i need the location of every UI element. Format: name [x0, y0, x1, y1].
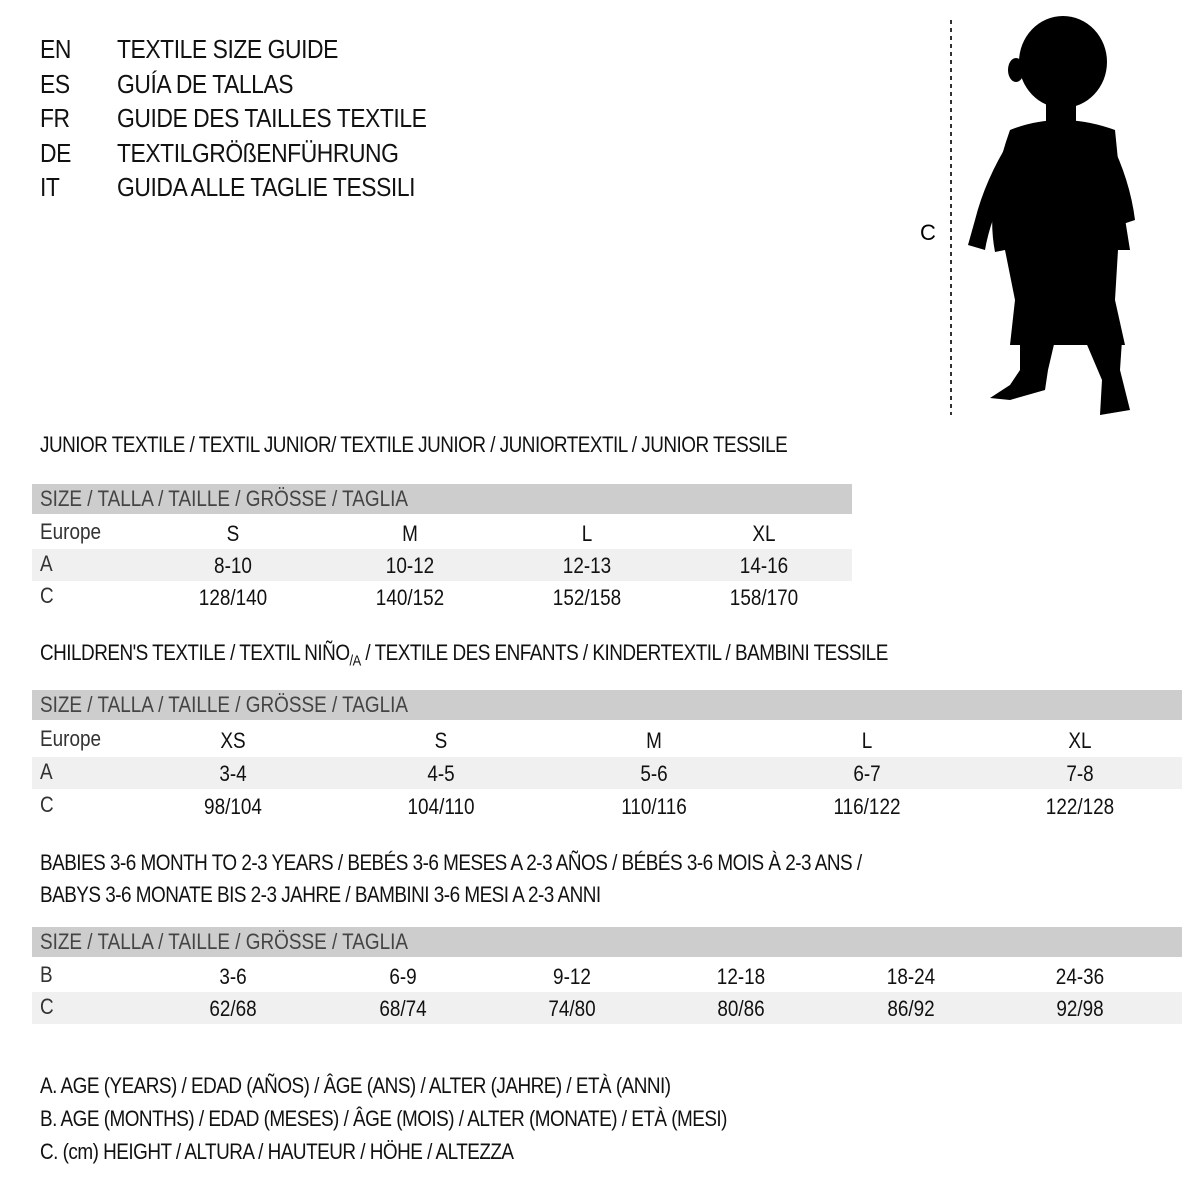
table-cell: 6-9: [389, 964, 417, 989]
table-cell: 7-8: [1066, 761, 1094, 786]
row-label: C: [40, 583, 54, 608]
table-cell: 98/104: [204, 794, 262, 819]
table-cell: 8-10: [214, 553, 252, 578]
legend-a: A. AGE (YEARS) / EDAD (AÑOS) / ÂGE (ANS)…: [40, 1073, 671, 1098]
lang-code: ES: [40, 68, 70, 99]
table-row: A 8-10 10-12 12-13 14-16: [32, 549, 852, 581]
lang-code: FR: [40, 103, 70, 133]
row-label: Europe: [40, 726, 102, 751]
legend-b: B. AGE (MONTHS) / EDAD (MESES) / ÂGE (MO…: [40, 1106, 727, 1131]
table-cell: 10-12: [385, 553, 435, 578]
table-cell: 9-12: [553, 964, 591, 989]
lang-code: DE: [40, 137, 71, 168]
table-cell: 116/122: [833, 794, 901, 819]
size-header: SIZE / TALLA / TAILLE / GRÖSSE / TAGLIA: [40, 929, 409, 954]
size-header-row: SIZE / TALLA / TAILLE / GRÖSSE / TAGLIA: [32, 927, 1182, 957]
height-label: C: [920, 220, 936, 245]
row-label: A: [40, 759, 53, 784]
table-cell: 104/110: [407, 794, 475, 819]
row-label: C: [40, 792, 54, 817]
table-cell: 140/152: [375, 585, 445, 610]
table-cell: 3-4: [219, 761, 247, 786]
table-cell: 3-6: [219, 964, 247, 989]
table-cell: S: [434, 728, 448, 753]
table-row: C 128/140 140/152 152/158 158/170: [32, 581, 852, 613]
table-cell: XL: [1068, 728, 1092, 753]
size-header: SIZE / TALLA / TAILLE / GRÖSSE / TAGLIA: [40, 692, 409, 717]
table-cell: 158/170: [729, 585, 799, 610]
row-label: B: [40, 962, 53, 987]
row-label: Europe: [40, 519, 102, 544]
size-header-row: SIZE / TALLA / TAILLE / GRÖSSE / TAGLIA: [32, 484, 852, 514]
size-header-row: SIZE / TALLA / TAILLE / GRÖSSE / TAGLIA: [32, 690, 1182, 720]
table-cell: 68/74: [379, 996, 427, 1021]
table-row: Europe S M L XL: [32, 517, 852, 549]
table-cell: 110/116: [621, 794, 687, 819]
table-row: Europe XS S M L XL: [32, 724, 1182, 756]
table-cell: 122/128: [1045, 794, 1115, 819]
table-cell: 4-5: [427, 761, 455, 786]
children-title-main: CHILDREN'S TEXTILE / TEXTIL NIÑO: [40, 640, 350, 665]
table-cell: 152/158: [552, 585, 622, 610]
legend-c: C. (cm) HEIGHT / ALTURA / HAUTEUR / HÖHE…: [40, 1139, 514, 1164]
table-cell: 128/140: [198, 585, 268, 610]
table-cell: 24-36: [1055, 964, 1105, 989]
lang-title: GUIDE DES TAILLES TEXTILE: [117, 103, 427, 133]
table-row: C 62/68 68/74 74/80 80/86 86/92 92/98: [32, 992, 1182, 1024]
table-cell: L: [861, 728, 873, 753]
children-title: CHILDREN'S TEXTILE / TEXTIL NIÑO/A / TEX…: [40, 640, 888, 669]
table-row: B 3-6 6-9 9-12 12-18 18-24 24-36: [32, 960, 1182, 992]
table-row: C 98/104 104/110 110/116 116/122 122/128: [32, 790, 1182, 822]
table-cell: 92/98: [1056, 996, 1104, 1021]
table-cell: L: [581, 521, 593, 546]
table-cell: 12-18: [716, 964, 766, 989]
lang-title: TEXTILGRÖßENFÜHRUNG: [117, 137, 399, 168]
table-cell: 74/80: [548, 996, 596, 1021]
size-header: SIZE / TALLA / TAILLE / GRÖSSE / TAGLIA: [40, 486, 409, 511]
children-title-rest: / TEXTILE DES ENFANTS / KINDERTEXTIL / B…: [360, 640, 888, 665]
table-cell: 14-16: [739, 553, 789, 578]
table-cell: XS: [220, 728, 246, 753]
babies-title-line1: BABIES 3-6 MONTH TO 2-3 YEARS / BEBÉS 3-…: [40, 850, 862, 875]
junior-title: JUNIOR TEXTILE / TEXTIL JUNIOR/ TEXTILE …: [40, 432, 788, 457]
table-cell: S: [226, 521, 240, 546]
lang-title: GUIDA ALLE TAGLIE TESSILI: [117, 172, 416, 202]
table-cell: 12-13: [562, 553, 612, 578]
table-cell: 18-24: [886, 964, 936, 989]
table-cell: 80/86: [717, 996, 765, 1021]
row-label: C: [40, 994, 54, 1019]
table-cell: 6-7: [853, 761, 881, 786]
lang-title: TEXTILE SIZE GUIDE: [117, 34, 338, 64]
child-silhouette-icon: C: [920, 16, 1135, 415]
table-row: A 3-4 4-5 5-6 6-7 7-8: [32, 757, 1182, 789]
lang-code: IT: [40, 172, 60, 202]
table-cell: XL: [752, 521, 776, 546]
babies-title-line2: BABYS 3-6 MONATE BIS 2-3 JAHRE / BAMBINI…: [40, 882, 601, 907]
table-cell: 5-6: [640, 761, 668, 786]
row-label: A: [40, 551, 53, 576]
table-cell: M: [402, 521, 418, 546]
children-title-sub: /A: [349, 652, 362, 670]
table-cell: 62/68: [209, 996, 257, 1021]
lang-title: GUÍA DE TALLAS: [117, 68, 294, 99]
lang-code: EN: [40, 34, 71, 64]
table-cell: 86/92: [887, 996, 935, 1021]
table-cell: M: [646, 728, 662, 753]
